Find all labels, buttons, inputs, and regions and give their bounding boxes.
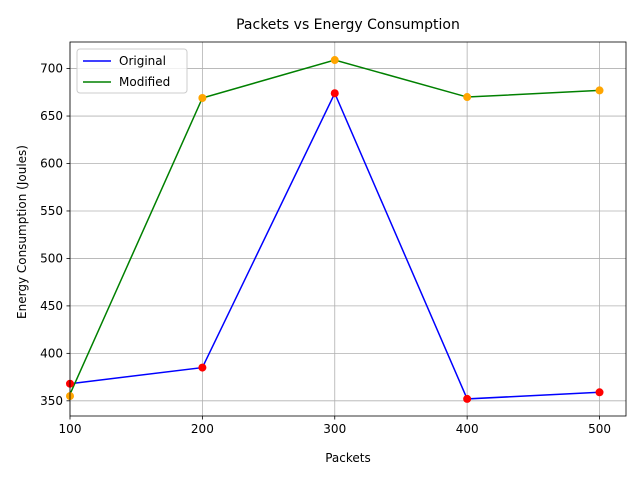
y-tick-label: 350 bbox=[40, 394, 63, 408]
y-tick-label: 450 bbox=[40, 299, 63, 313]
y-tick-label: 400 bbox=[40, 346, 63, 360]
x-tick-label: 500 bbox=[588, 422, 611, 436]
point-original bbox=[463, 394, 472, 403]
legend-label-original: Original bbox=[119, 54, 166, 68]
point-original bbox=[198, 363, 207, 372]
x-tick-label: 200 bbox=[191, 422, 214, 436]
legend: Original Modified bbox=[76, 48, 188, 94]
y-tick-label: 700 bbox=[40, 62, 63, 76]
point-modified bbox=[463, 93, 472, 102]
x-tick-label: 100 bbox=[59, 422, 82, 436]
x-tick-label: 400 bbox=[456, 422, 479, 436]
grid bbox=[69, 42, 626, 416]
chart-title: Packets vs Energy Consumption bbox=[236, 17, 460, 33]
y-tick-label: 650 bbox=[40, 109, 63, 123]
point-original bbox=[595, 388, 604, 397]
point-modified bbox=[198, 94, 207, 103]
x-axis-label: Packets bbox=[325, 451, 371, 465]
legend-label-modified: Modified bbox=[119, 75, 170, 89]
point-original bbox=[330, 89, 339, 98]
y-tick-label: 550 bbox=[40, 204, 63, 218]
y-tick-label: 600 bbox=[40, 157, 63, 171]
y-axis-label: Energy Consumption (Joules) bbox=[15, 145, 29, 319]
y-axis: 350 400 450 500 550 600 650 700 bbox=[40, 62, 70, 408]
point-modified bbox=[595, 86, 604, 95]
x-tick-label: 300 bbox=[323, 422, 346, 436]
y-tick-label: 500 bbox=[40, 251, 63, 265]
plot-frame bbox=[69, 41, 627, 417]
x-axis: 100 200 300 400 500 bbox=[59, 416, 611, 436]
point-modified bbox=[330, 56, 339, 65]
